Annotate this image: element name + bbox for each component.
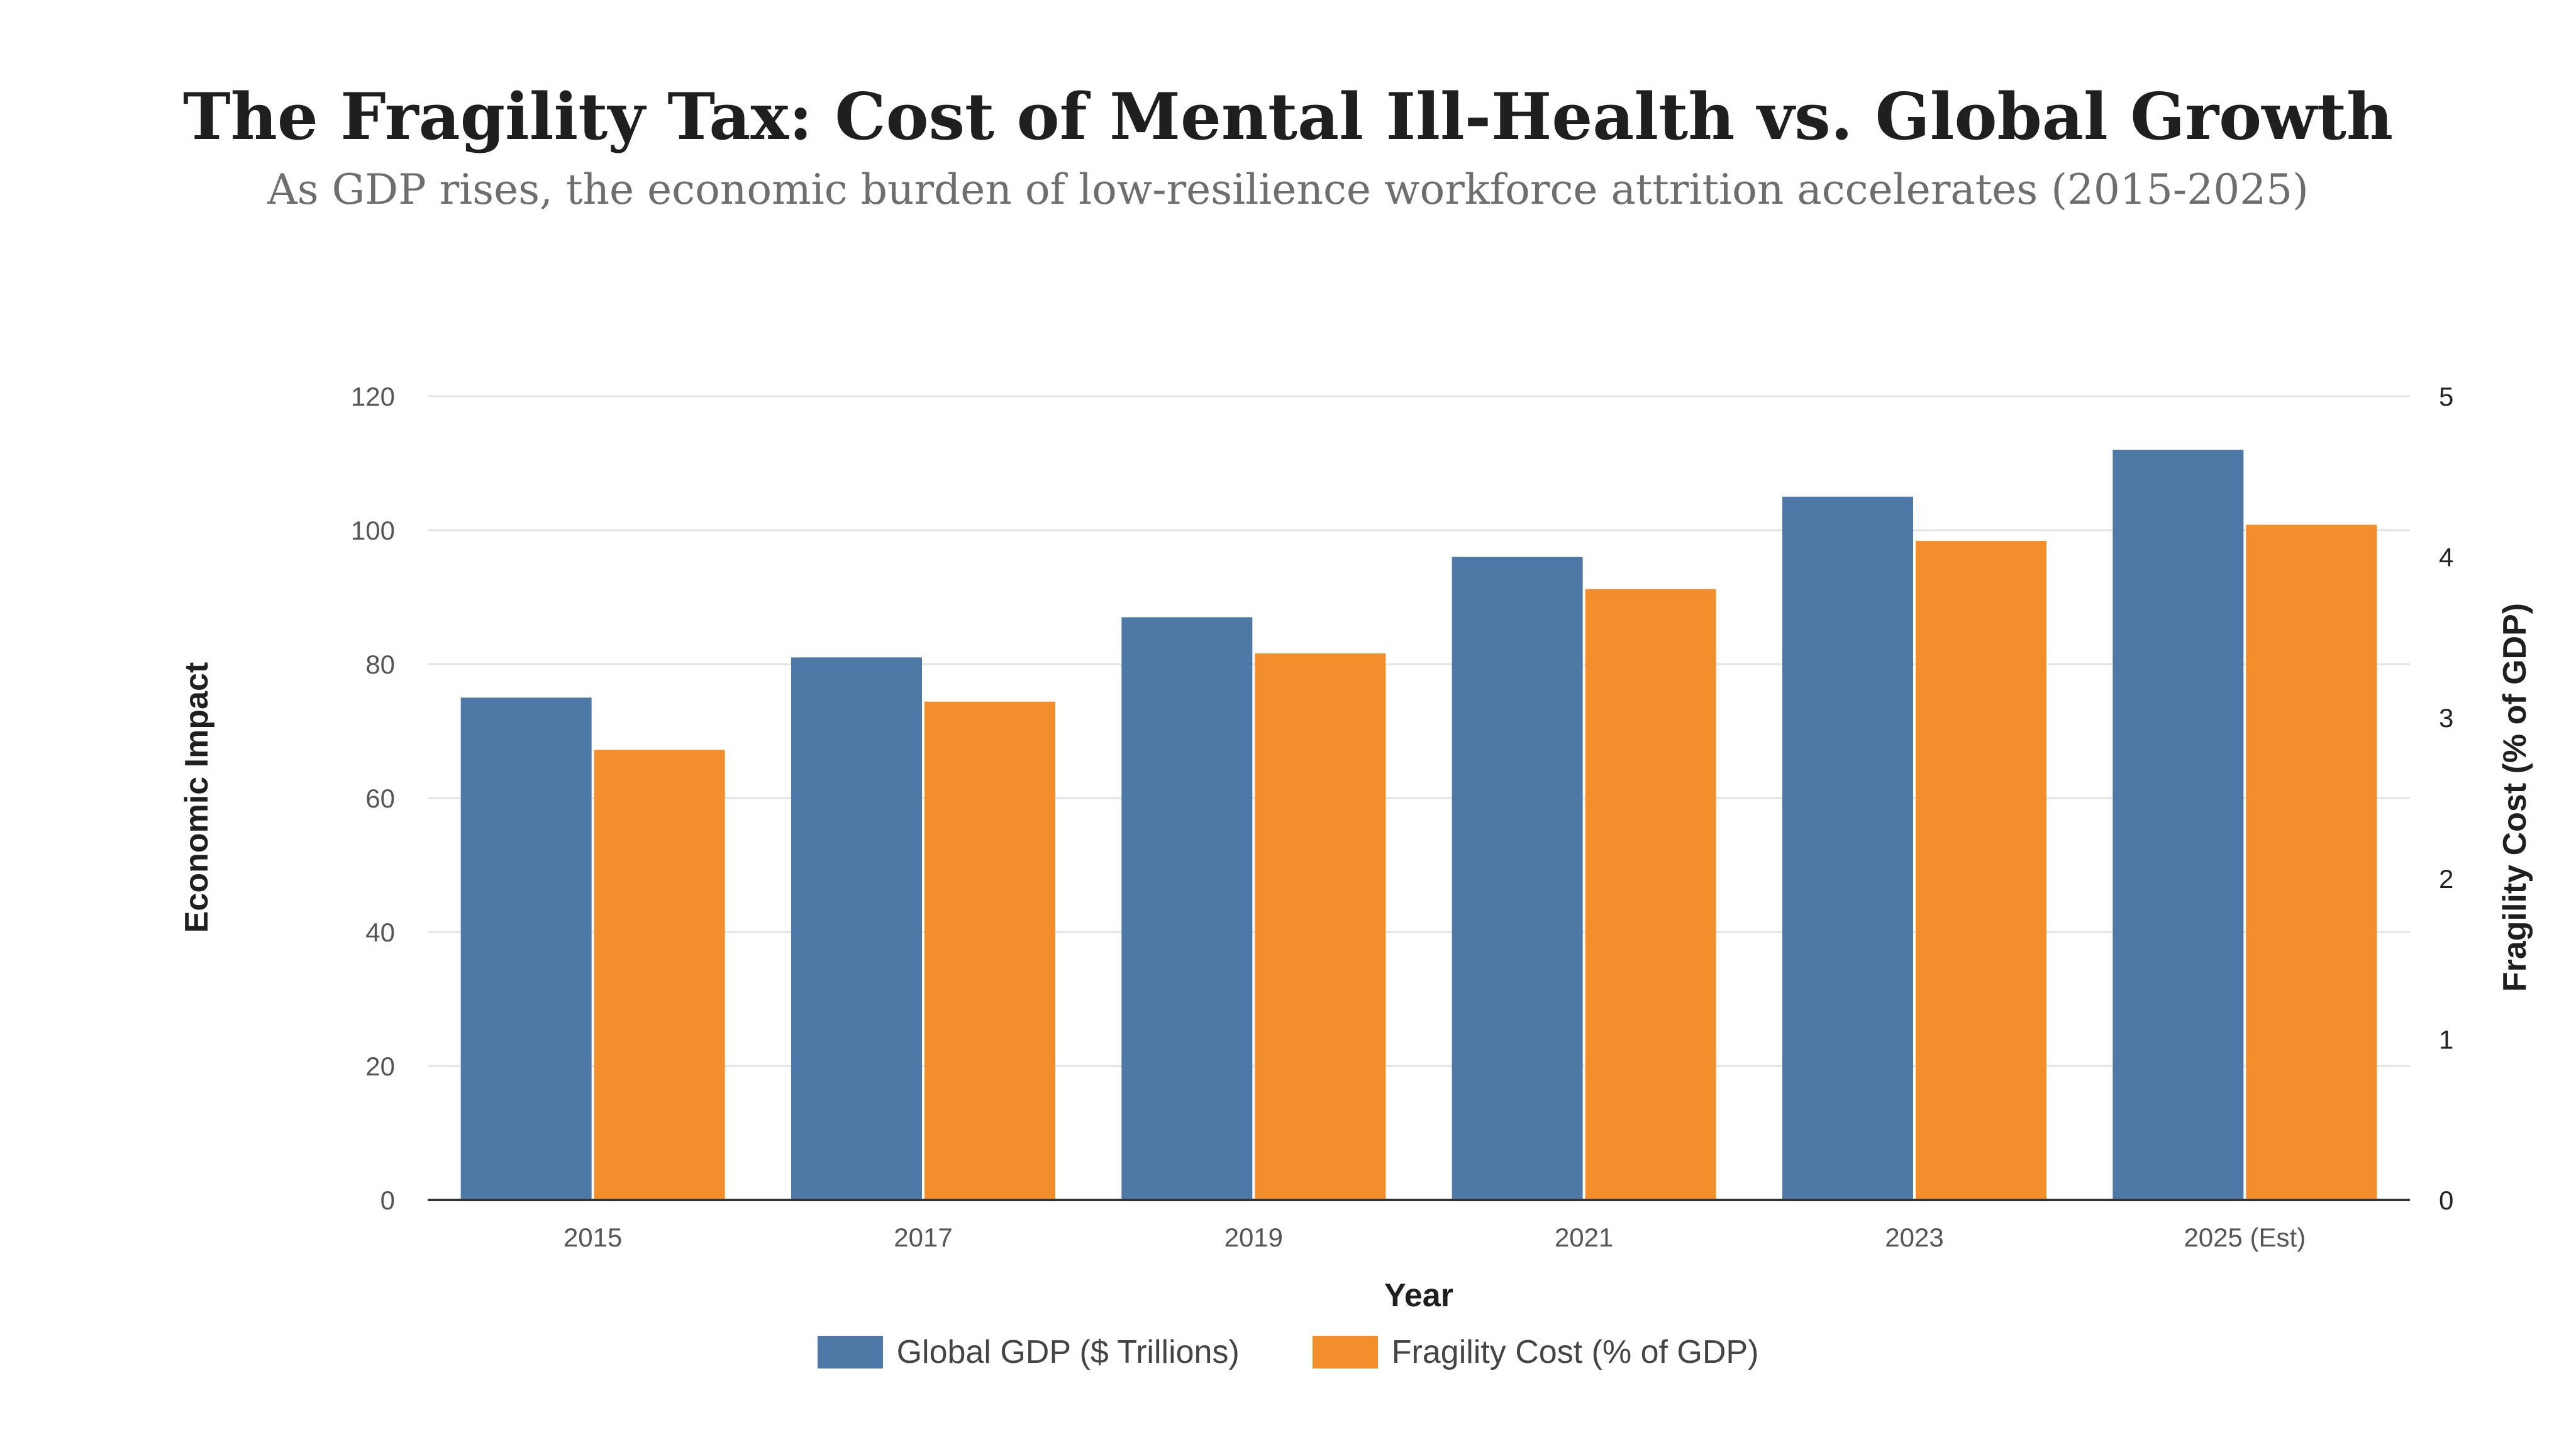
legend-item-gdp: Global GDP ($ Trillions) [817, 1333, 1240, 1371]
bar-fragility-2021 [1585, 589, 1716, 1200]
bar-gdp-2015 [460, 697, 592, 1200]
legend: Global GDP ($ Trillions) Fragility Cost … [0, 1333, 2576, 1371]
bar-gdp-2019 [1121, 617, 1253, 1200]
y-right-tick-label: 2 [2439, 864, 2453, 894]
y-right-tick-label: 4 [2439, 543, 2453, 572]
bar-gdp-2023 [1782, 496, 1913, 1200]
y-right-tick-label: 0 [2439, 1185, 2453, 1215]
y-axis-left-title: Economic Impact [179, 662, 215, 933]
bar-fragility-2015 [594, 750, 725, 1200]
legend-label-fragility: Fragility Cost (% of GDP) [1391, 1334, 1759, 1370]
legend-item-fragility: Fragility Cost (% of GDP) [1312, 1333, 1759, 1371]
x-tick-label: 2025 (Est) [2184, 1223, 2306, 1252]
y-left-tick-label: 20 [365, 1052, 395, 1081]
x-tick-label: 2021 [1555, 1223, 1613, 1252]
gridlines [428, 395, 2410, 1067]
y-left-tick-label: 60 [365, 784, 395, 813]
legend-swatch-fragility [1312, 1336, 1378, 1368]
bar-fragility-2019 [1255, 653, 1386, 1200]
bar-gdp-2021 [1452, 557, 1583, 1200]
bar-gdp-2025-est [2112, 450, 2244, 1201]
bar-fragility-2025-est [2246, 525, 2377, 1200]
bar-fragility-2017 [924, 701, 1055, 1200]
y-axis-right-title: Fragility Cost (% of GDP) [2497, 603, 2533, 992]
y-right-tick-label: 3 [2439, 703, 2453, 733]
y-right-tick-label: 5 [2439, 382, 2453, 411]
chart-title: The Fragility Tax: Cost of Mental Ill-He… [182, 79, 2394, 155]
x-axis-title: Year [1384, 1277, 1453, 1314]
x-tick-label: 2023 [1885, 1223, 1943, 1252]
legend-swatch-gdp [817, 1336, 883, 1368]
y-left-tick-label: 120 [351, 382, 395, 411]
y-left-tick-label: 100 [351, 516, 395, 545]
bars [460, 450, 2377, 1201]
x-tick-label: 2019 [1224, 1223, 1283, 1252]
legend-label-gdp: Global GDP ($ Trillions) [896, 1334, 1240, 1370]
y-right-tick-label: 1 [2439, 1024, 2453, 1054]
y-left-tick-label: 80 [365, 650, 395, 679]
tick-labels: 0 20 40 60 80 100 120 0 1 2 3 4 5 2015 2017 2019 2021 202… [351, 382, 2453, 1252]
bar-gdp-2017 [791, 657, 922, 1200]
bar-fragility-2023 [1916, 541, 2046, 1200]
x-tick-label: 2017 [894, 1223, 952, 1252]
y-left-tick-label: 0 [380, 1185, 395, 1215]
chart-subtitle: As GDP rises, the economic burden of low… [267, 165, 2309, 214]
x-tick-label: 2015 [564, 1223, 622, 1252]
y-left-tick-label: 40 [365, 918, 395, 947]
